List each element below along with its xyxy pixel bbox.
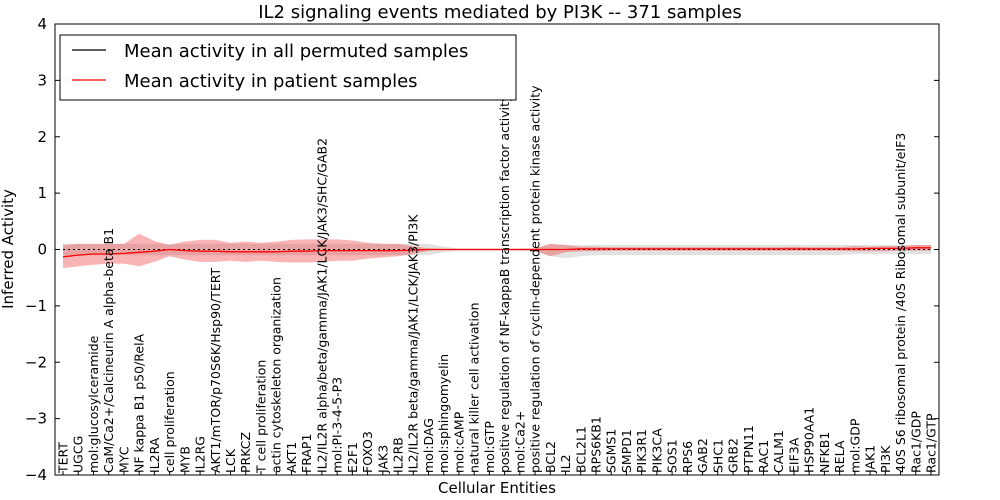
legend: Mean activity in all permuted samples Me…	[59, 34, 517, 101]
x-category-label: NFKB1	[817, 432, 832, 473]
x-category-label: positive regulation of cyclin-dependent …	[528, 85, 543, 473]
x-category-label: LCK	[223, 448, 238, 473]
x-category-label: mol:PI-3-4-5-P3	[330, 377, 345, 473]
y-tick-label: 1	[37, 184, 47, 202]
x-category-label: PTPN11	[741, 425, 756, 473]
y-tick-label: −3	[25, 410, 47, 428]
plot-frame	[54, 23, 940, 476]
x-category-label: mol:GDP	[847, 418, 862, 473]
x-category-label: IL2/IL2R alpha/beta/gamma/JAK1/LCK/JAK3/…	[314, 138, 329, 473]
y-tick-label: −4	[25, 466, 47, 484]
x-category-label: mol:cAMP	[451, 411, 466, 473]
x-category-label: Rac1/GDP	[908, 411, 923, 473]
x-category-label: PRKCZ	[238, 432, 253, 473]
x-category-label: mol:DAG	[421, 418, 436, 473]
legend-box	[59, 34, 517, 101]
x-category-label: SGMS1	[604, 429, 619, 473]
x-category-label: cell proliferation	[162, 371, 177, 473]
x-category-label: actin cytoskeleton organization	[269, 277, 284, 473]
x-category-label: IL2RB	[391, 437, 406, 473]
y-tick-label: 2	[37, 128, 47, 146]
x-category-label: RPS6KB1	[589, 416, 604, 473]
x-category-label: SOS1	[665, 439, 680, 473]
x-category-label: FOXO3	[360, 431, 375, 473]
x-category-label: AKT1/mTOR/p70S6K/Hsp90/TERT	[208, 267, 223, 473]
y-axis-ticks: −4 −3 −2 −1 0 1 2 3 4	[25, 15, 939, 484]
x-category-label: BCL2L1	[573, 426, 588, 473]
permuted-band	[63, 243, 931, 258]
x-category-label: HSP90AA1	[802, 407, 817, 473]
y-axis-label: Inferred Activity	[0, 189, 17, 309]
x-category-label: IL2RA	[147, 437, 162, 473]
x-category-label: SMPD1	[619, 429, 634, 473]
x-category-label: BCL2	[543, 441, 558, 473]
x-category-label: GAB2	[695, 438, 710, 473]
x-category-label: JAK1	[863, 445, 878, 474]
x-category-label: mol:glucosylceramide	[86, 335, 101, 473]
x-category-label: Rac1/GTP	[924, 413, 939, 473]
x-category-label: FRAP1	[299, 434, 314, 473]
x-category-label: TERT	[56, 442, 71, 474]
y-tick-label: −1	[25, 297, 47, 315]
patient-mean-line	[62, 247, 931, 258]
x-category-label: CALM1	[771, 430, 786, 473]
x-category-label: CaM/Ca2+/Calcineurin A alpha-beta B1	[101, 228, 116, 473]
x-category-label: mol:sphingomyelin	[436, 354, 451, 473]
x-category-label: PIK3CA	[649, 428, 664, 473]
x-category-label: MYB	[177, 446, 192, 473]
x-category-label: RELA	[832, 440, 847, 473]
x-category-label: JAK3	[375, 445, 390, 474]
chart-title: IL2 signaling events mediated by PI3K --…	[258, 2, 742, 23]
y-tick-label: 3	[37, 71, 47, 89]
confidence-bands	[63, 233, 931, 269]
x-category-label: 40S S6 ribosomal protein /40S Ribosomal …	[893, 133, 908, 473]
x-category-label: IL2/IL2R beta/gamma/JAK1/LCK/JAK3/PI3K	[406, 214, 421, 473]
x-category-label: PI3K	[878, 445, 893, 473]
patient-band	[63, 233, 931, 269]
x-category-label: IL2RG	[193, 436, 208, 473]
x-category-label: NF kappa B1 p50/RelA	[132, 333, 147, 473]
legend-label-permuted: Mean activity in all permuted samples	[124, 41, 468, 62]
x-category-label: MYC	[116, 446, 131, 473]
x-axis-label: Cellular Entities	[438, 479, 556, 497]
x-category-label: GRB2	[726, 438, 741, 473]
y-tick-label: 4	[37, 15, 47, 33]
x-category-label: RPS6	[680, 441, 695, 473]
x-category-label: mol:GTP	[482, 421, 497, 473]
x-category-label: SHC1	[710, 439, 725, 473]
legend-label-patient: Mean activity in patient samples	[124, 71, 418, 92]
x-category-label: AKT1	[284, 442, 299, 473]
x-category-label: UGCG	[71, 436, 86, 473]
x-category-label: IL2	[558, 454, 573, 473]
series-lines	[62, 247, 931, 258]
x-category-label: mol:Ca2+	[512, 411, 527, 473]
x-category-label: positive regulation of NF-kappaB transcr…	[497, 94, 512, 473]
x-category-label: PIK3R1	[634, 429, 649, 473]
x-category-label: T cell proliferation	[254, 360, 269, 474]
y-tick-label: −2	[25, 353, 47, 371]
y-tick-label: 0	[37, 241, 47, 259]
x-category-label: E2F1	[345, 442, 360, 473]
x-category-label: natural killer cell activation	[467, 302, 482, 473]
x-category-label: RAC1	[756, 440, 771, 473]
x-category-label: EIF3A	[786, 437, 801, 473]
x-category-labels: TERT UGCG mol:glucosylceramide CaM/Ca2+/Cal…	[56, 85, 939, 475]
